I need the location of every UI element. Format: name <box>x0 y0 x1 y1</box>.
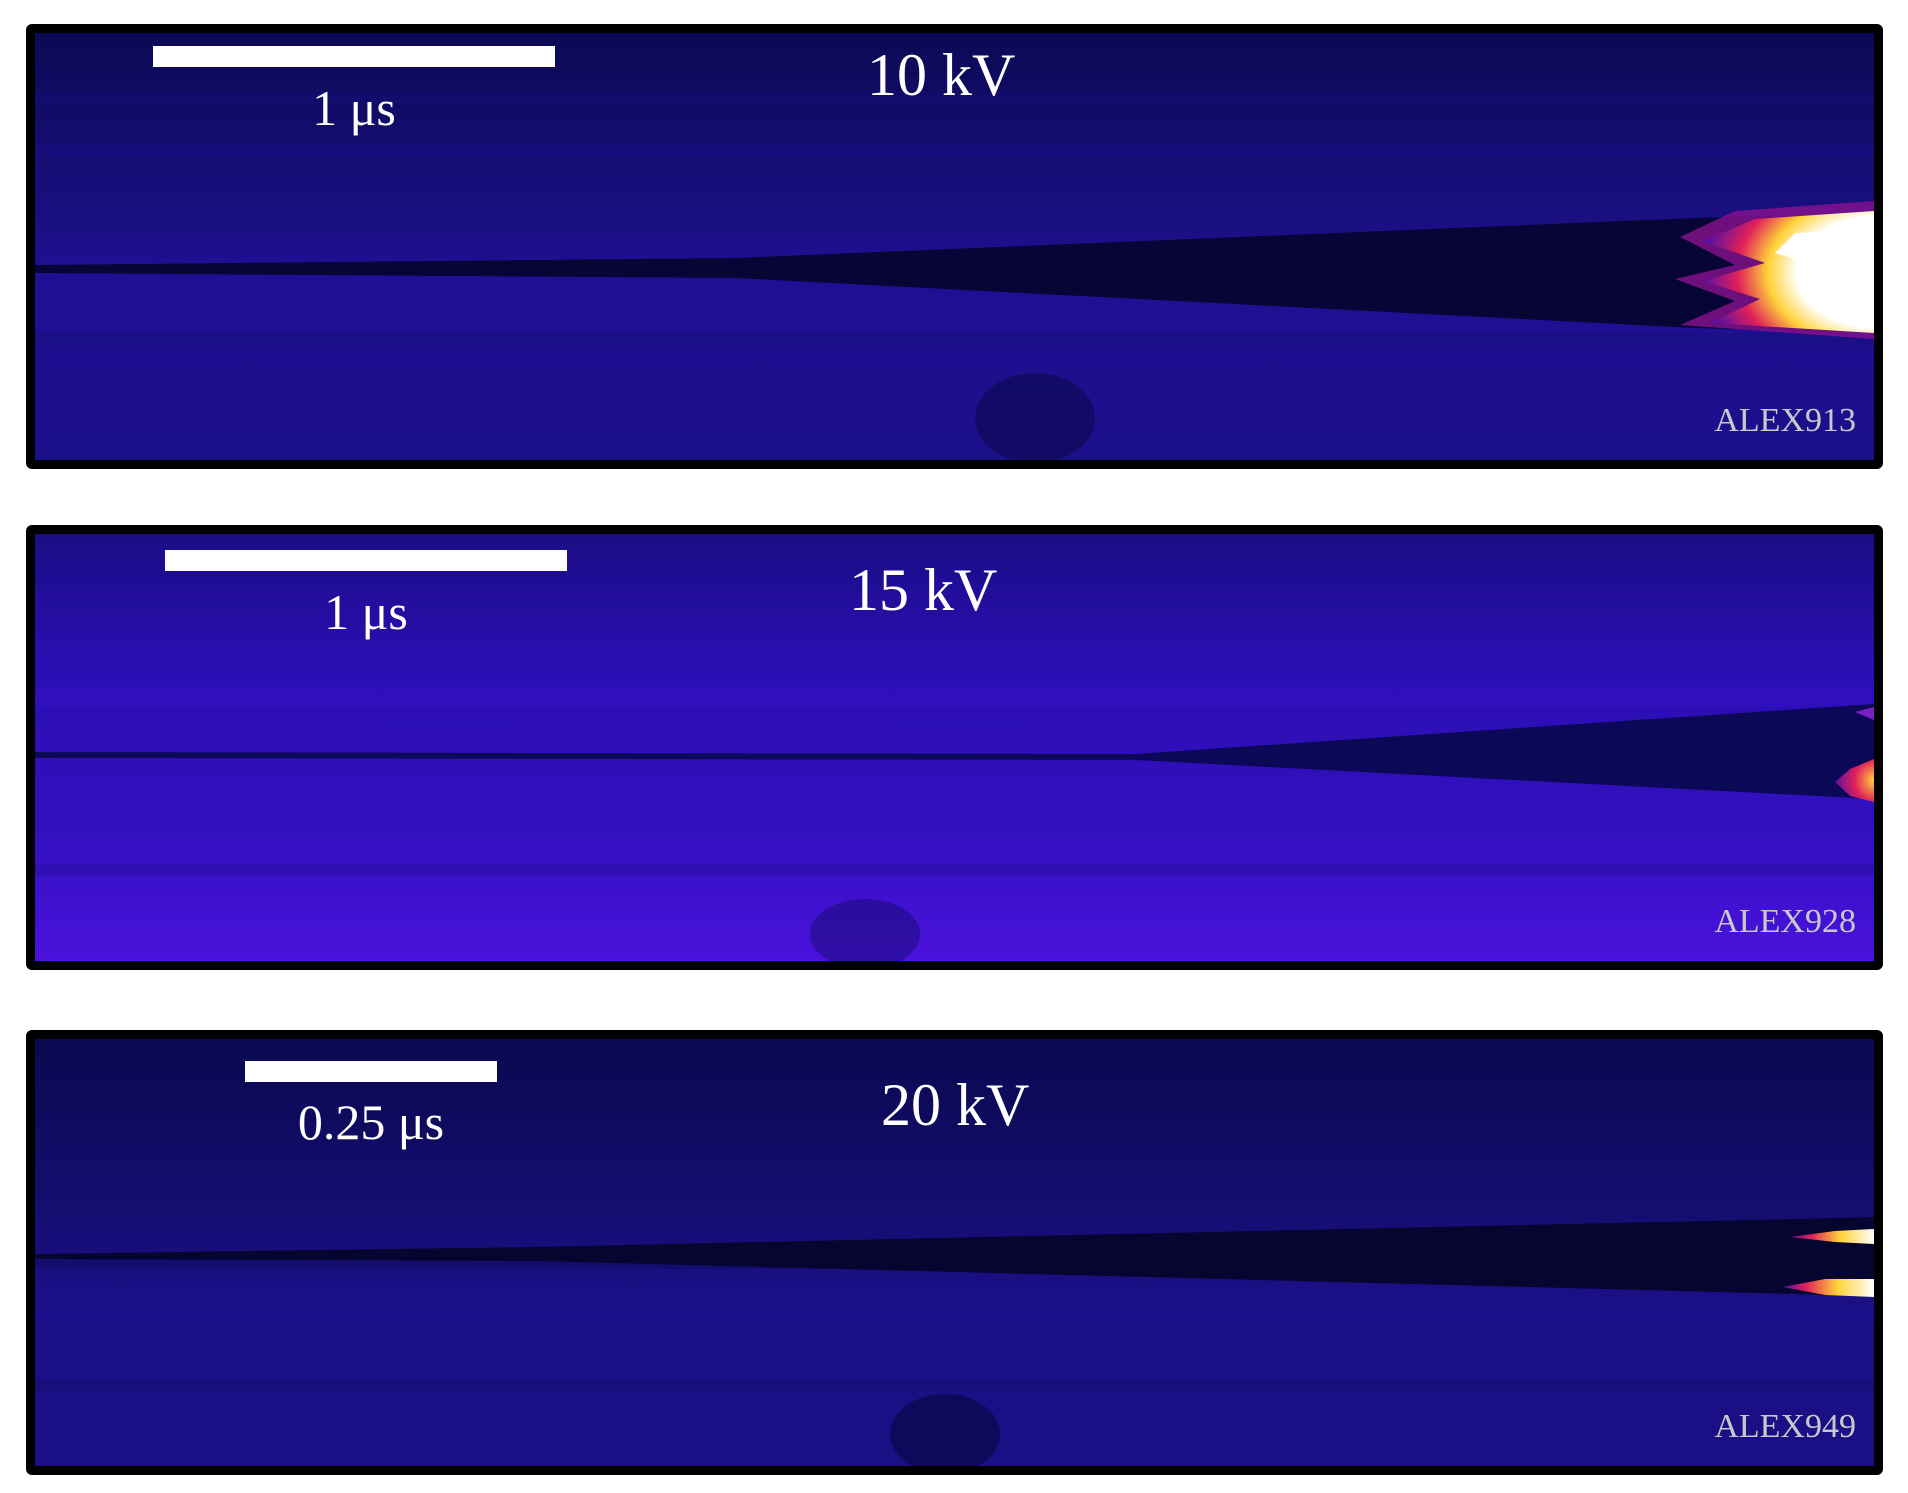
scale-bar-label: 1 μs <box>312 80 396 136</box>
scale-bar-label: 1 μs <box>324 584 408 640</box>
streak-panel-10kv: 1 μs 10 kV ALEX913 <box>26 24 1883 469</box>
scale-bar-label: 0.25 μs <box>297 1094 445 1150</box>
voltage-label: 20 kV <box>881 1072 1030 1138</box>
voltage-label: 10 kV <box>867 42 1016 108</box>
streak-image <box>35 33 1874 460</box>
shot-id: ALEX928 <box>1714 903 1856 940</box>
shot-id: ALEX913 <box>1714 402 1856 439</box>
scale-bar <box>245 1061 497 1082</box>
voltage-label: 15 kV <box>849 557 998 623</box>
streak-image <box>35 1039 1874 1466</box>
streak-panel-15kv: 1 μs 15 kV ALEX928 <box>26 525 1883 970</box>
streak-image <box>35 534 1874 961</box>
streak-panel-20kv: 0.25 μs 20 kV ALEX949 <box>26 1030 1883 1475</box>
scale-bar <box>153 46 555 67</box>
scale-bar <box>165 550 567 571</box>
shot-id: ALEX949 <box>1714 1408 1856 1445</box>
